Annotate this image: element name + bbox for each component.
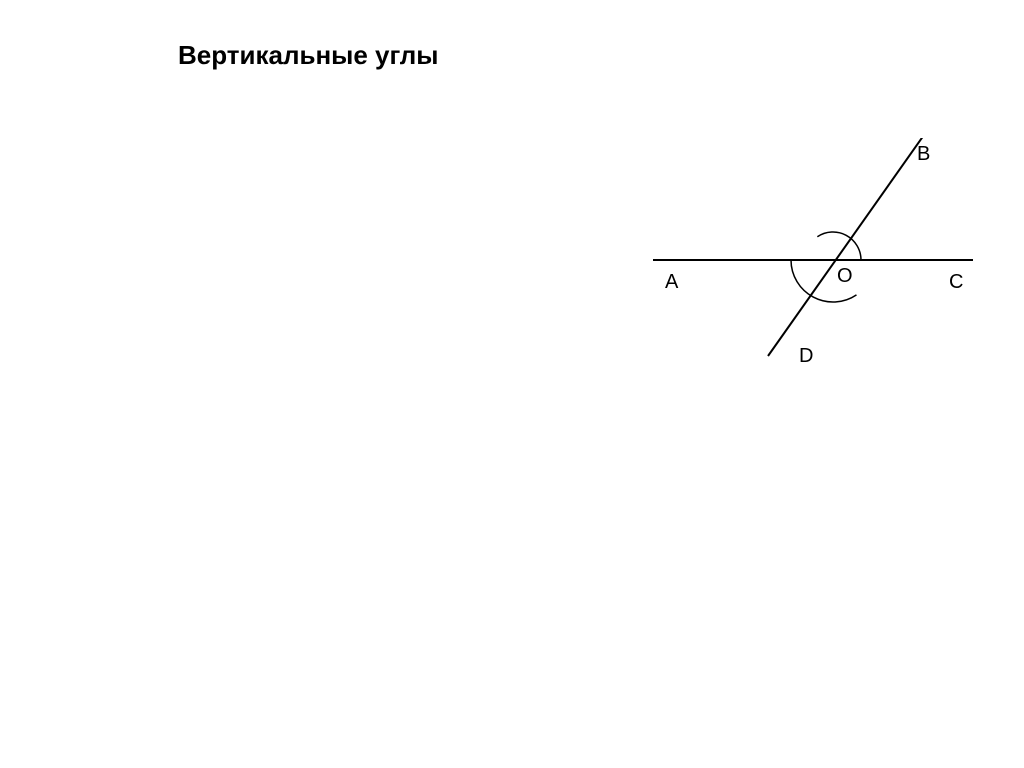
label-o: O (837, 265, 853, 287)
label-c: C (949, 271, 963, 293)
vertical-angles-diagram: A B C D O (653, 138, 983, 373)
page-title: Вертикальные углы (178, 40, 438, 71)
line-db (768, 138, 943, 356)
label-b: B (917, 143, 930, 165)
label-d: D (799, 345, 813, 367)
label-a: A (665, 271, 679, 293)
